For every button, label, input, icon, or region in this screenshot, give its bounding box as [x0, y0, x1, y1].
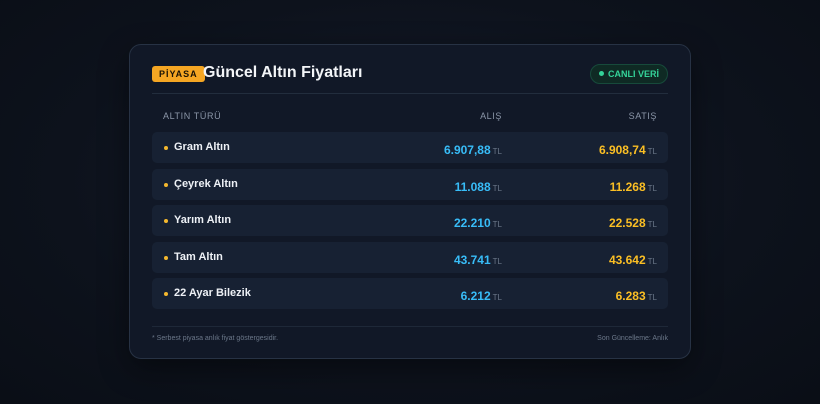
sell-value: 6.908,74 [598, 143, 646, 157]
bullet-icon [164, 219, 168, 223]
page-title: Güncel Altın Fiyatları [203, 64, 363, 81]
buy-price: 11.088 TL [455, 178, 502, 196]
gold-type-name: Tam Altın [174, 250, 223, 263]
currency-unit: TL [647, 293, 657, 302]
buy-value: 22.210 [453, 216, 491, 230]
live-label: CANLI VERİ [607, 69, 659, 79]
card-header: PİYASA Güncel Altın Fiyatları CANLI VERİ [152, 64, 668, 94]
buy-price: 6.212 TL [461, 287, 502, 305]
buy-value: 6.212 [460, 289, 491, 303]
currency-unit: TL [492, 147, 502, 156]
currency-unit: TL [647, 256, 657, 266]
table-row: Gram Altın 6.907,88 TL 6.908,74 TL [152, 132, 668, 163]
live-data-badge: CANLI VERİ [589, 64, 668, 84]
table-row: Yarım Altın 22.210 TL 22.528 TL [152, 205, 668, 236]
bullet-icon [164, 292, 168, 296]
table-header: ALTIN TÜRÜ ALIŞ SATIŞ [152, 111, 668, 125]
live-dot-icon [598, 71, 604, 76]
currency-unit: TL [647, 220, 657, 229]
sell-price: 11.268 TL [610, 178, 657, 196]
currency-unit: TL [492, 256, 502, 266]
disclaimer-note: * Serbest piyasa anlık fiyat göstergesid… [152, 335, 279, 342]
column-header-sell: SATIŞ [628, 111, 657, 121]
buy-value: 11.088 [454, 179, 491, 194]
buy-price: 43.741 TL [454, 251, 502, 269]
bullet-icon [164, 146, 168, 150]
currency-unit: TL [647, 183, 657, 193]
price-table: Gram Altın 6.907,88 TL 6.908,74 TL Çeyrek … [152, 132, 668, 315]
currency-unit: TL [492, 183, 502, 193]
table-row: Çeyrek Altın 11.088 TL 11.268 TL [152, 168, 668, 200]
buy-value: 6.907,88 [443, 143, 491, 157]
gold-type-name: Yarım Altın [174, 214, 232, 226]
market-badge: PİYASA [152, 66, 205, 82]
buy-price: 22.210 TL [454, 214, 502, 232]
sell-value: 6.283 [615, 289, 646, 303]
last-updated: Son Güncelleme: Anlık [597, 335, 668, 342]
column-header-type: ALTIN TÜRÜ [163, 111, 222, 121]
sell-value: 22.528 [608, 216, 646, 230]
currency-unit: TL [492, 293, 502, 302]
column-header-buy: ALIŞ [480, 111, 502, 121]
table-row: 22 Ayar Bilezik 6.212 TL 6.283 TL [152, 278, 668, 309]
sell-value: 11.268 [609, 179, 646, 194]
buy-value: 43.741 [453, 252, 491, 267]
gold-type-name: Çeyrek Altın [174, 177, 238, 190]
sell-price: 22.528 TL [609, 214, 657, 232]
bullet-icon [164, 255, 168, 260]
currency-unit: TL [647, 147, 657, 156]
sell-price: 43.642 TL [609, 251, 657, 269]
buy-price: 6.907,88 TL [444, 141, 502, 159]
table-row: Tam Altın 43.741 TL 43.642 TL [152, 241, 668, 273]
sell-price: 6.908,74 TL [599, 141, 657, 159]
gold-type-name: Gram Altın [174, 141, 230, 153]
bullet-icon [164, 182, 168, 187]
gold-type-name: 22 Ayar Bilezik [174, 287, 251, 299]
sell-value: 43.642 [608, 252, 646, 267]
currency-unit: TL [492, 220, 502, 229]
card-footer: * Serbest piyasa anlık fiyat göstergesid… [152, 326, 668, 347]
gold-prices-card: PİYASA Güncel Altın Fiyatları CANLI VERİ… [129, 44, 691, 359]
sell-price: 6.283 TL [616, 287, 657, 305]
